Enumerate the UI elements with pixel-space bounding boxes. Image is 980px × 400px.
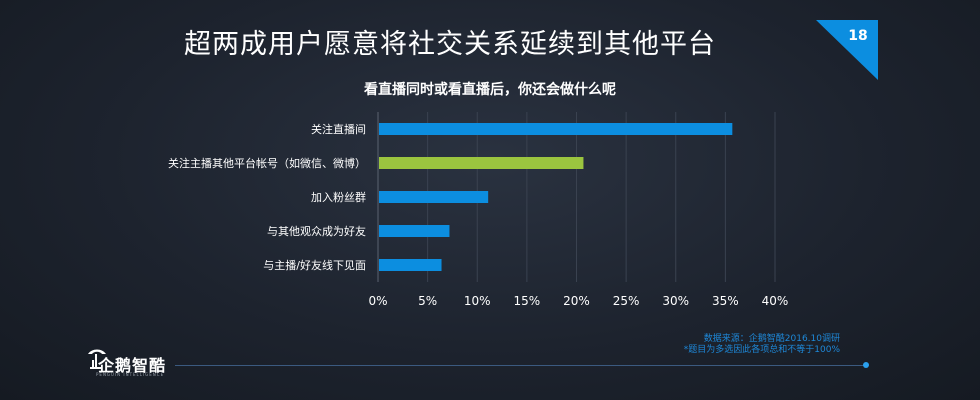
bar [379,191,489,203]
category-label: 与其他观众成为好友 [267,224,366,238]
page-title: 超两成用户愿意将社交关系延续到其他平台 [184,29,716,60]
bar [379,225,450,237]
page-number: 18 [848,28,868,44]
source-line: 数据来源：企鹅智酷2016.10调研 [703,334,840,344]
x-tick-label: 30% [662,294,689,308]
category-label: 关注主播其他平台帐号（如微信、微博） [168,156,366,170]
bar [379,123,733,135]
x-tick-label: 35% [712,294,739,308]
footer-divider [175,365,865,366]
logo-subtext: PENGUIN INTELLIGENCE [96,372,165,377]
category-label: 关注直播间 [311,122,366,136]
x-tick-label: 0% [368,294,387,308]
bar [379,157,584,169]
footer-dot [863,362,869,368]
footnote-line: *题目为多选因此各项总和不等于100% [683,345,840,355]
x-tick-label: 20% [563,294,590,308]
chart-title: 看直播同时或看直播后，你还会做什么呢 [364,82,616,98]
bar [379,259,442,271]
logo-text: 企鹅智酷 [98,356,167,375]
x-tick-label: 40% [762,294,789,308]
source-note: 数据来源：企鹅智酷2016.10调研 *题目为多选因此各项总和不等于100% [684,334,840,356]
x-tick-label: 15% [514,294,541,308]
category-label: 与主播/好友线下见面 [263,258,366,272]
penguin-logo-icon [88,349,106,369]
category-label: 加入粉丝群 [311,190,366,204]
x-tick-label: 5% [418,294,437,308]
x-tick-label: 10% [464,294,491,308]
x-tick-label: 25% [613,294,640,308]
